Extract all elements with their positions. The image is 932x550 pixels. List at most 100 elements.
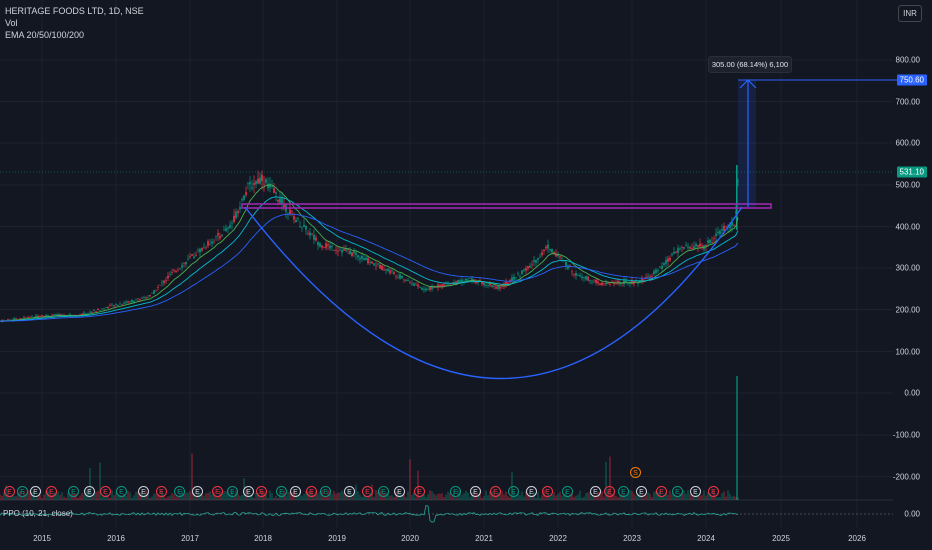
volume-bar	[415, 496, 417, 500]
price-candle-body	[559, 256, 561, 258]
volume-bar	[703, 490, 705, 500]
earnings-marker-icon[interactable]: E	[562, 486, 573, 497]
earnings-marker-icon[interactable]: E	[116, 486, 127, 497]
price-candle-body	[7, 319, 9, 321]
earnings-marker-icon[interactable]: E	[526, 486, 537, 497]
volume-bar	[443, 496, 445, 500]
volume-bar	[119, 495, 121, 500]
volume-bar	[401, 495, 403, 500]
earnings-marker-icon[interactable]: E	[46, 486, 57, 497]
earnings-marker-icon[interactable]: E	[414, 486, 425, 497]
volume-bar	[117, 495, 119, 500]
volume-bar	[151, 496, 153, 500]
currency-button[interactable]: INR	[898, 5, 922, 22]
price-candle-body	[225, 228, 227, 231]
volume-bar	[315, 490, 317, 500]
volume-bar	[51, 494, 53, 500]
volume-legend[interactable]: Vol	[5, 18, 18, 28]
price-candle-body	[547, 244, 549, 249]
volume-bar	[325, 496, 327, 500]
earnings-marker-icon[interactable]: E	[290, 486, 301, 497]
volume-bar	[277, 497, 279, 500]
price-candle-body	[635, 279, 637, 281]
earnings-marker-icon[interactable]: E	[68, 486, 79, 497]
volume-bar	[259, 495, 261, 500]
earnings-marker-icon[interactable]: E	[604, 486, 615, 497]
earnings-marker-icon[interactable]: E	[590, 486, 601, 497]
earnings-marker-icon[interactable]: E	[4, 486, 15, 497]
earnings-marker-icon[interactable]: E	[17, 486, 28, 497]
price-candle-body	[501, 284, 503, 287]
earnings-marker-icon[interactable]: E	[84, 486, 95, 497]
price-candle-body	[651, 276, 653, 277]
price-candle-body	[671, 253, 673, 256]
earnings-marker-icon[interactable]: E	[138, 486, 149, 497]
earnings-marker-icon[interactable]: E	[470, 486, 481, 497]
earnings-marker-icon[interactable]: E	[450, 486, 461, 497]
price-candle-body	[723, 226, 725, 231]
earnings-marker-icon[interactable]: E	[212, 486, 223, 497]
volume-bar	[663, 494, 665, 500]
price-candle-body	[317, 241, 319, 246]
earnings-marker-icon[interactable]: E	[636, 486, 647, 497]
price-candle-body	[19, 318, 21, 320]
price-candle-body	[135, 299, 137, 301]
earnings-marker-icon[interactable]: E	[690, 486, 701, 497]
price-axis-label: 100.00	[895, 347, 920, 356]
volume-bar	[25, 495, 27, 500]
earnings-marker-icon[interactable]: E	[256, 486, 267, 497]
price-candle-body	[413, 283, 415, 286]
earnings-marker-icon[interactable]: E	[100, 486, 111, 497]
drawings-layer[interactable]	[241, 79, 898, 380]
volume-bar	[337, 492, 339, 500]
earnings-marker-icon[interactable]: E	[672, 486, 683, 497]
volume-bar	[517, 493, 519, 500]
price-candle-body	[37, 315, 39, 318]
volume-bar	[649, 493, 651, 500]
volume-bar	[273, 497, 275, 500]
price-candle-body	[697, 245, 699, 247]
price-candle-body	[107, 306, 109, 309]
earnings-marker-icon[interactable]: E	[243, 486, 254, 497]
earnings-marker-icon[interactable]: E	[618, 486, 629, 497]
earnings-marker-icon[interactable]: E	[192, 486, 203, 497]
earnings-marker-icon[interactable]: E	[276, 486, 287, 497]
earnings-marker-icon[interactable]: E	[320, 486, 331, 497]
earnings-marker-icon[interactable]: E	[156, 486, 167, 497]
earnings-marker-icon[interactable]: E	[542, 486, 553, 497]
earnings-marker-icon[interactable]: E	[362, 486, 373, 497]
earnings-marker-icon[interactable]: E	[708, 486, 719, 497]
price-candle-body	[231, 222, 233, 224]
symbol-title[interactable]: HERITAGE FOODS LTD, 1D, NSE	[5, 6, 144, 16]
earnings-marker-icon[interactable]: E	[174, 486, 185, 497]
price-candle-body	[173, 269, 175, 271]
earnings-marker-icon[interactable]: E	[656, 486, 667, 497]
price-candle-body	[425, 288, 427, 291]
volume-bar	[445, 494, 447, 500]
earnings-marker-icon[interactable]: E	[306, 486, 317, 497]
price-candle-body	[523, 269, 525, 271]
earnings-marker-icon[interactable]: E	[394, 486, 405, 497]
ppo-legend[interactable]: PPO (10, 21, close)	[3, 509, 73, 518]
volume-bar	[679, 493, 681, 500]
price-candle-body	[269, 183, 271, 188]
dividend-marker-icon[interactable]: S	[630, 467, 641, 478]
price-candle-body	[385, 269, 387, 271]
price-candle-body	[97, 308, 99, 311]
earnings-marker-icon[interactable]: E	[490, 486, 501, 497]
ema-legend[interactable]: EMA 20/50/100/200	[5, 30, 85, 40]
volume-bar	[627, 493, 629, 500]
earnings-marker-icon[interactable]: E	[508, 486, 519, 497]
earnings-marker-icon[interactable]: E	[227, 486, 238, 497]
volume-bar	[673, 493, 675, 500]
price-candle-body	[507, 282, 509, 284]
volume-bar	[301, 495, 303, 500]
earnings-marker-icon[interactable]: E	[30, 486, 41, 497]
time-axis-label: 2022	[549, 534, 567, 543]
earnings-marker-icon[interactable]: E	[344, 486, 355, 497]
price-candle-body	[373, 263, 375, 266]
volume-bar	[419, 495, 421, 500]
volume-bar	[481, 497, 483, 500]
earnings-marker-icon[interactable]: E	[378, 486, 389, 497]
